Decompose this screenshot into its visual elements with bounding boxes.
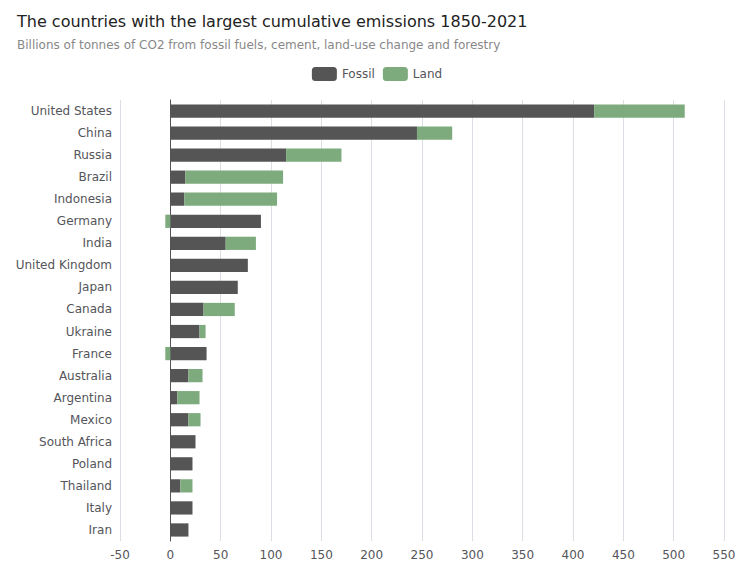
svg-text:150: 150 [310, 548, 333, 562]
svg-text:France: France [72, 347, 112, 361]
svg-text:100: 100 [260, 548, 283, 562]
svg-text:Poland: Poland [72, 457, 112, 471]
svg-text:India: India [83, 236, 112, 250]
svg-text:Indonesia: Indonesia [54, 192, 112, 206]
svg-text:China: China [78, 126, 112, 140]
svg-text:Australia: Australia [59, 369, 112, 383]
svg-text:0: 0 [167, 548, 175, 562]
svg-text:300: 300 [461, 548, 484, 562]
svg-text:Germany: Germany [57, 214, 112, 228]
svg-text:550: 550 [713, 548, 736, 562]
svg-text:-50: -50 [110, 548, 130, 562]
svg-text:Land: Land [413, 67, 442, 81]
svg-text:Brazil: Brazil [79, 170, 113, 184]
svg-text:Fossil: Fossil [342, 67, 375, 81]
svg-text:Japan: Japan [78, 280, 112, 294]
svg-text:Canada: Canada [66, 302, 112, 316]
svg-text:United States: United States [31, 104, 112, 118]
svg-text:Iran: Iran [89, 523, 112, 537]
svg-text:Italy: Italy [86, 501, 112, 515]
svg-text:South Africa: South Africa [39, 435, 112, 449]
svg-text:The countries with the largest: The countries with the largest cumulativ… [16, 12, 527, 31]
svg-text:350: 350 [511, 548, 534, 562]
svg-text:250: 250 [411, 548, 434, 562]
svg-text:Ukraine: Ukraine [66, 325, 112, 339]
svg-text:Russia: Russia [73, 148, 112, 162]
svg-text:400: 400 [562, 548, 585, 562]
svg-text:United Kingdom: United Kingdom [16, 258, 112, 272]
svg-text:500: 500 [662, 548, 685, 562]
svg-text:200: 200 [360, 548, 383, 562]
svg-text:Argentina: Argentina [53, 391, 112, 405]
svg-text:450: 450 [612, 548, 635, 562]
svg-text:Mexico: Mexico [70, 413, 112, 427]
svg-text:50: 50 [213, 548, 228, 562]
svg-text:Thailand: Thailand [59, 479, 112, 493]
svg-text:Billions of tonnes of CO2 from: Billions of tonnes of CO2 from fossil fu… [17, 38, 500, 52]
